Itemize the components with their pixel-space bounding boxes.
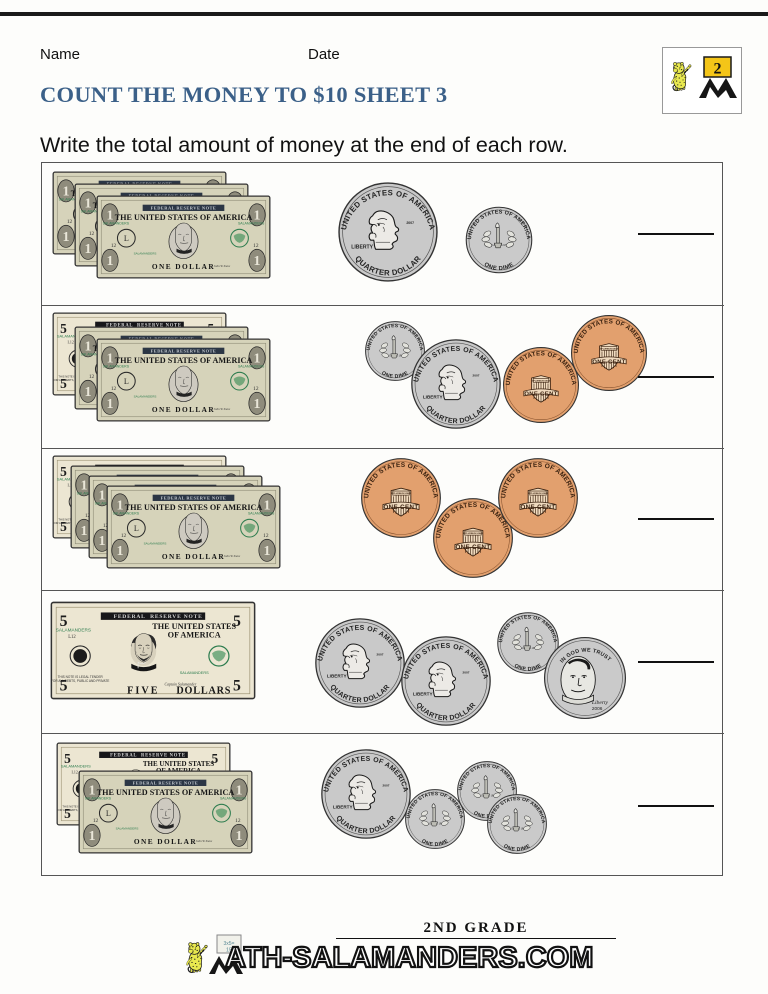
svg-text:2: 2 [714,61,722,78]
